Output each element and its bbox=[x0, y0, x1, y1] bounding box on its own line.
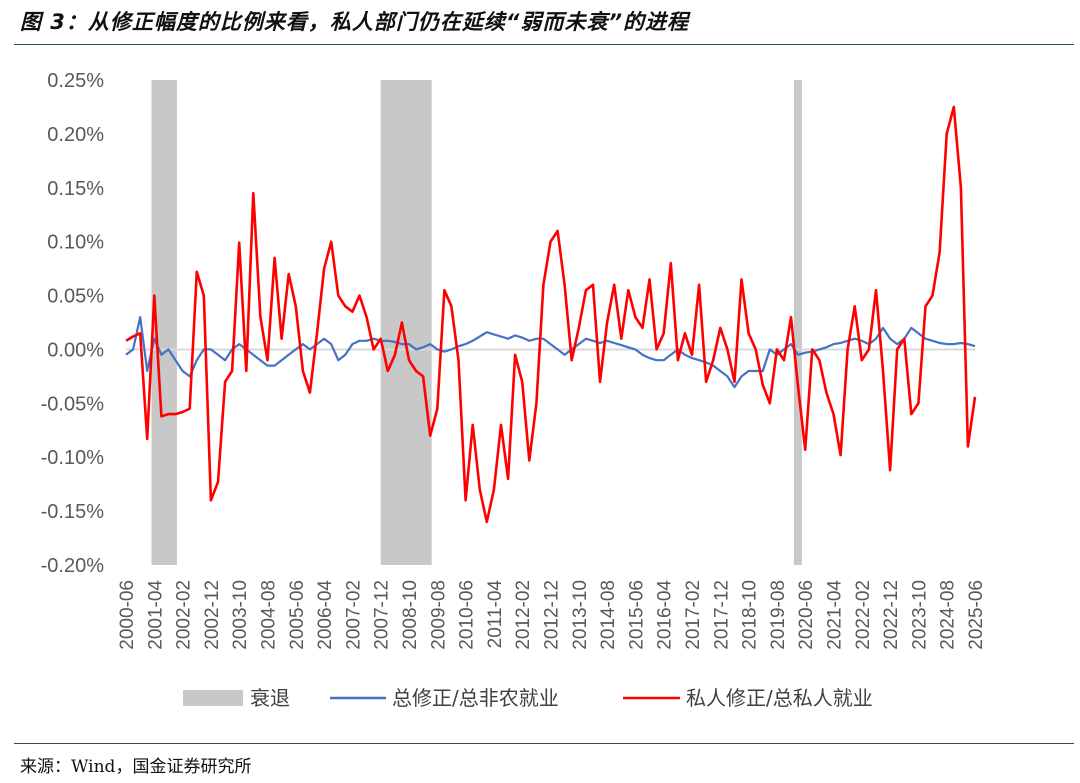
legend-label-recession: 衰退 bbox=[250, 686, 290, 710]
y-tick-label: -0.15% bbox=[41, 501, 105, 523]
title-divider bbox=[14, 44, 1074, 45]
y-tick-label: -0.10% bbox=[41, 447, 105, 469]
footer-divider bbox=[14, 743, 1074, 744]
y-tick-label: -0.05% bbox=[41, 393, 105, 415]
x-tick-label: 2022-02 bbox=[853, 580, 874, 650]
x-tick-label: 2015-06 bbox=[626, 580, 647, 650]
x-tick-label: 2008-10 bbox=[400, 580, 421, 650]
x-tick-label: 2010-06 bbox=[457, 580, 478, 650]
y-tick-label: 0.25% bbox=[47, 70, 104, 92]
recession-band-2 bbox=[793, 80, 802, 565]
x-tick-label: 2017-12 bbox=[711, 580, 732, 650]
x-tick-label: 2020-06 bbox=[796, 580, 817, 650]
x-tick-label: 2017-02 bbox=[683, 580, 704, 650]
x-tick-label: 2000-06 bbox=[117, 580, 138, 650]
x-tick-label: 2002-02 bbox=[174, 580, 195, 650]
series-line-total bbox=[125, 316, 976, 389]
x-tick-label: 2003-10 bbox=[230, 580, 251, 650]
y-tick-label: -0.20% bbox=[41, 555, 105, 577]
x-tick-label: 2009-08 bbox=[428, 580, 449, 650]
x-tick-label: 2023-10 bbox=[909, 580, 930, 650]
page-title: 图 3：从修正幅度的比例来看，私人部门仍在延续“弱而未衰”的进程 bbox=[20, 10, 689, 34]
y-tick-label: 0.05% bbox=[47, 286, 104, 308]
x-tick-label: 2004-08 bbox=[259, 580, 280, 650]
x-tick-label: 2021-04 bbox=[825, 580, 846, 650]
x-tick-label: 2018-10 bbox=[740, 580, 761, 650]
recession-band-1 bbox=[380, 80, 432, 565]
line-chart: 0.25% 0.20% 0.15% 0.10% 0.05% 0.00% -0.05% -0.1… bbox=[41, 70, 987, 710]
legend-swatch-recession bbox=[183, 690, 243, 706]
x-tick-label: 2022-12 bbox=[881, 580, 902, 650]
x-tick-label: 2006-04 bbox=[315, 580, 336, 650]
x-tick-label: 2019-08 bbox=[768, 580, 789, 650]
x-tick-label: 2005-06 bbox=[287, 580, 308, 650]
x-tick-label: 2013-10 bbox=[570, 580, 591, 650]
x-tick-label: 2001-04 bbox=[145, 580, 166, 650]
x-tick-label: 2016-04 bbox=[655, 580, 676, 650]
legend-label-private: 私人修正/总私人就业 bbox=[686, 686, 873, 710]
recession-bands bbox=[151, 80, 802, 565]
x-tick-label: 2014-08 bbox=[598, 580, 619, 650]
x-tick-label: 2012-02 bbox=[513, 580, 534, 650]
y-axis-tick-labels: 0.25% 0.20% 0.15% 0.10% 0.05% 0.00% -0.05% -0.1… bbox=[41, 70, 105, 577]
x-tick-label: 2012-12 bbox=[542, 580, 563, 650]
x-tick-label: 2007-02 bbox=[343, 580, 364, 650]
source-note: 来源：Wind，国金证券研究所 bbox=[20, 757, 252, 777]
y-tick-label: 0.20% bbox=[47, 124, 104, 146]
x-tick-label: 2002-12 bbox=[202, 580, 223, 650]
x-tick-label: 2007-12 bbox=[372, 580, 393, 650]
x-tick-label: 2024-08 bbox=[938, 580, 959, 650]
series-lines bbox=[125, 105, 977, 524]
y-tick-label: 0.15% bbox=[47, 178, 104, 200]
x-tick-label: 2025-06 bbox=[966, 580, 987, 650]
legend-label-total: 总修正/总非农就业 bbox=[392, 686, 559, 710]
legend: 衰退 总修正/总非农就业 私人修正/总私人就业 bbox=[183, 686, 873, 710]
series-line-private bbox=[125, 105, 977, 524]
x-axis-tick-labels: 2000-06 2001-04 2002-02 2002-12 2003-10 2004-… bbox=[117, 580, 987, 650]
y-tick-label: 0.10% bbox=[47, 232, 104, 254]
x-tick-label: 2011-04 bbox=[485, 580, 506, 649]
y-tick-label: 0.00% bbox=[47, 339, 104, 361]
